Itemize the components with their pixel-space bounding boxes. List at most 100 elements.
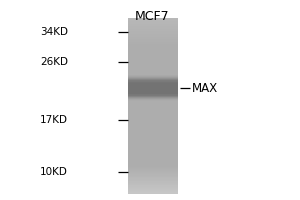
Bar [128, 190, 178, 191]
Bar [128, 73, 178, 74]
Bar [128, 152, 178, 153]
Bar [128, 164, 178, 166]
Bar [128, 121, 178, 122]
Bar [128, 119, 178, 120]
Bar [128, 90, 178, 91]
Bar [128, 92, 178, 93]
Bar [128, 61, 178, 62]
Bar [128, 28, 178, 29]
Bar [128, 85, 178, 91]
Bar [128, 167, 178, 168]
Bar [128, 116, 178, 117]
Bar [128, 83, 178, 84]
Bar [128, 165, 178, 166]
Bar [128, 79, 178, 85]
Bar [128, 33, 178, 34]
Bar [128, 75, 178, 76]
Bar [128, 44, 178, 45]
Bar [128, 41, 178, 42]
Bar [128, 191, 178, 192]
Bar [128, 71, 178, 72]
Bar [128, 185, 178, 186]
Bar [128, 63, 178, 64]
Bar [128, 26, 178, 27]
Bar [128, 171, 178, 172]
Bar [128, 83, 178, 88]
Bar [128, 87, 178, 92]
Bar [128, 107, 178, 108]
Bar [128, 72, 178, 73]
Bar [128, 130, 178, 131]
Bar [128, 122, 178, 123]
Bar [128, 119, 178, 121]
Bar [128, 117, 178, 118]
Bar [128, 78, 178, 83]
Bar [128, 44, 178, 45]
Bar [128, 140, 178, 141]
Bar [128, 167, 178, 168]
Bar [128, 34, 178, 35]
Bar [128, 153, 178, 154]
Bar [128, 114, 178, 115]
Bar [128, 75, 178, 76]
Bar [128, 178, 178, 180]
Bar [128, 89, 178, 90]
Bar [128, 93, 178, 99]
Bar [128, 133, 178, 134]
Bar [128, 84, 178, 85]
Bar [128, 76, 178, 77]
Bar [128, 97, 178, 98]
Bar [128, 78, 178, 84]
Bar [128, 160, 178, 161]
Bar [128, 96, 178, 97]
Bar [128, 40, 178, 41]
Bar [128, 187, 178, 188]
Bar [128, 76, 178, 82]
Bar [128, 54, 178, 55]
Bar [128, 104, 178, 105]
Bar [128, 38, 178, 39]
Bar [128, 30, 178, 31]
Bar [128, 90, 178, 96]
Bar [128, 94, 178, 95]
Bar [128, 84, 178, 90]
Bar [128, 89, 178, 90]
Bar [128, 70, 178, 71]
Bar [128, 185, 178, 186]
Bar [128, 149, 178, 150]
Bar [128, 135, 178, 136]
Bar [128, 139, 178, 140]
Bar [128, 154, 178, 155]
Bar [128, 91, 178, 97]
Bar [128, 82, 178, 83]
Bar [128, 103, 178, 104]
Bar [128, 178, 178, 179]
Bar [128, 162, 178, 163]
Bar [128, 103, 178, 104]
Bar [128, 48, 178, 49]
Bar [128, 81, 178, 87]
Bar [128, 86, 178, 91]
Bar [128, 68, 178, 69]
Bar [128, 146, 178, 147]
Bar [128, 145, 178, 146]
Bar [128, 120, 178, 121]
Bar [128, 65, 178, 66]
Bar [128, 111, 178, 112]
Bar [128, 159, 178, 160]
Bar [128, 93, 178, 94]
Text: 17KD: 17KD [40, 115, 68, 125]
Bar [128, 181, 178, 182]
Bar [128, 18, 178, 19]
Bar [128, 42, 178, 43]
Bar [128, 118, 178, 119]
Bar [128, 30, 178, 31]
Bar [128, 170, 178, 171]
Bar [128, 29, 178, 30]
Bar [128, 83, 178, 84]
Bar [128, 55, 178, 56]
Bar [128, 20, 178, 21]
Bar [128, 146, 178, 147]
Bar [128, 187, 178, 188]
Bar [128, 66, 178, 68]
